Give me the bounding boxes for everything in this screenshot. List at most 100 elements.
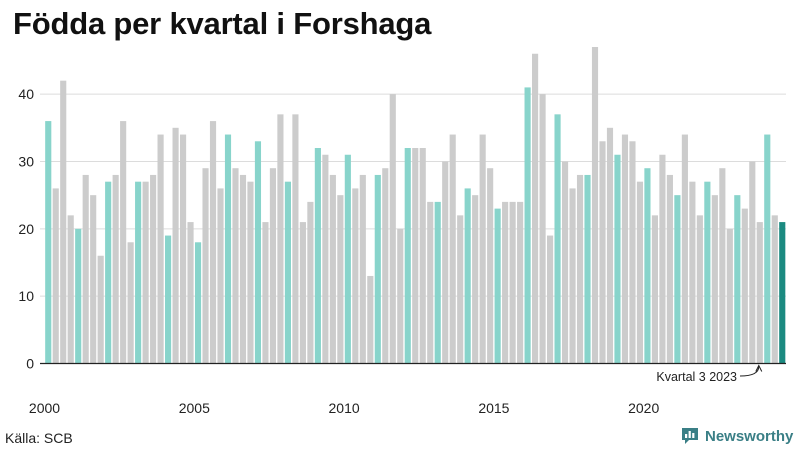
bar: [591, 47, 599, 364]
brand-logo: Newsworthy: [680, 426, 793, 446]
bar: [269, 168, 277, 364]
brand-name: Newsworthy: [705, 427, 794, 445]
bar: [82, 174, 89, 364]
bar: [666, 174, 673, 364]
x-tick-label: 2000: [29, 400, 60, 416]
bars: [45, 47, 786, 364]
bar: [479, 134, 486, 364]
bar: [67, 215, 74, 364]
bar: [202, 168, 209, 364]
bar: [659, 154, 666, 364]
bar: [614, 154, 621, 364]
bar: [494, 208, 501, 364]
axes: 0 10 20 30 40 2000 2005 2010 2015 2020: [18, 86, 786, 416]
bar: [771, 215, 778, 364]
bar: [532, 53, 539, 364]
bar: [442, 161, 449, 364]
y-tick-label: 10: [18, 288, 34, 304]
bar: [292, 114, 299, 364]
bar: [127, 242, 134, 364]
bar: [546, 235, 554, 364]
bar: [449, 134, 456, 364]
bar: [187, 222, 194, 364]
bar: [509, 201, 516, 364]
bar: [539, 94, 546, 364]
bar: [726, 228, 733, 364]
bar: [52, 188, 59, 364]
bar: [112, 174, 119, 364]
bar: [344, 154, 351, 364]
bar: [120, 121, 127, 364]
bar: [307, 201, 314, 364]
bar: [172, 127, 179, 364]
y-tick-label: 40: [18, 86, 34, 102]
bar: [576, 174, 584, 364]
bar: [135, 181, 142, 364]
bar: [561, 161, 569, 364]
bar: [404, 148, 411, 364]
bar: [352, 188, 359, 364]
annotation-label: Kvartal 3 2023: [656, 370, 737, 384]
bar: [487, 168, 494, 364]
bar: [239, 174, 247, 364]
bar: [157, 134, 164, 364]
bar: [681, 134, 688, 364]
bar: [464, 188, 471, 364]
chart-logo-icon: [682, 428, 698, 444]
bar: [734, 195, 741, 364]
bar: [502, 201, 509, 364]
bar: [314, 148, 321, 364]
source-note: Källa: SCB: [5, 430, 73, 446]
bar: [262, 222, 269, 364]
page-title: Födda per kvartal i Forshaga: [13, 6, 432, 41]
annotation: Kvartal 3 2023: [656, 364, 763, 384]
bar: [741, 208, 748, 364]
bar: [397, 228, 404, 364]
annotation-arrow: [739, 366, 760, 377]
y-tick-label: 0: [26, 356, 34, 372]
bar: [359, 174, 366, 364]
bar: [382, 168, 389, 364]
bar: [711, 195, 718, 364]
bar: [749, 161, 756, 364]
bar: [779, 222, 786, 364]
annotation-arrowhead: [755, 364, 763, 372]
bar: [584, 174, 591, 364]
bar: [194, 242, 202, 364]
bar: [434, 201, 441, 364]
bar: [756, 222, 763, 364]
bar: [689, 181, 696, 364]
bar: [457, 215, 464, 364]
bar: [217, 188, 224, 364]
bar: [644, 168, 651, 364]
x-tick-label: 2005: [179, 400, 210, 416]
y-tick-label: 20: [18, 221, 34, 237]
bar: [299, 222, 306, 364]
bar: [427, 201, 434, 364]
bar: [651, 215, 658, 364]
bar: [75, 228, 82, 364]
bar: [337, 195, 344, 364]
bar: [224, 134, 232, 364]
x-tick-label: 2015: [478, 400, 509, 416]
bar: [629, 141, 636, 364]
bar: [764, 134, 771, 364]
bar: [412, 148, 419, 364]
bar: [322, 154, 329, 364]
bar: [254, 141, 262, 364]
y-tick-label: 30: [18, 153, 34, 169]
bar: [472, 195, 479, 364]
x-tick-label: 2020: [628, 400, 659, 416]
x-tick-label: 2010: [329, 400, 360, 416]
bar: [179, 134, 187, 364]
bar: [704, 181, 711, 364]
bar: [389, 94, 396, 364]
bar: [284, 181, 291, 364]
bar: [621, 134, 629, 364]
bar: [636, 181, 644, 364]
bar: [209, 121, 217, 364]
bar: [232, 168, 239, 364]
bar: [277, 114, 284, 364]
bar: [569, 188, 576, 364]
